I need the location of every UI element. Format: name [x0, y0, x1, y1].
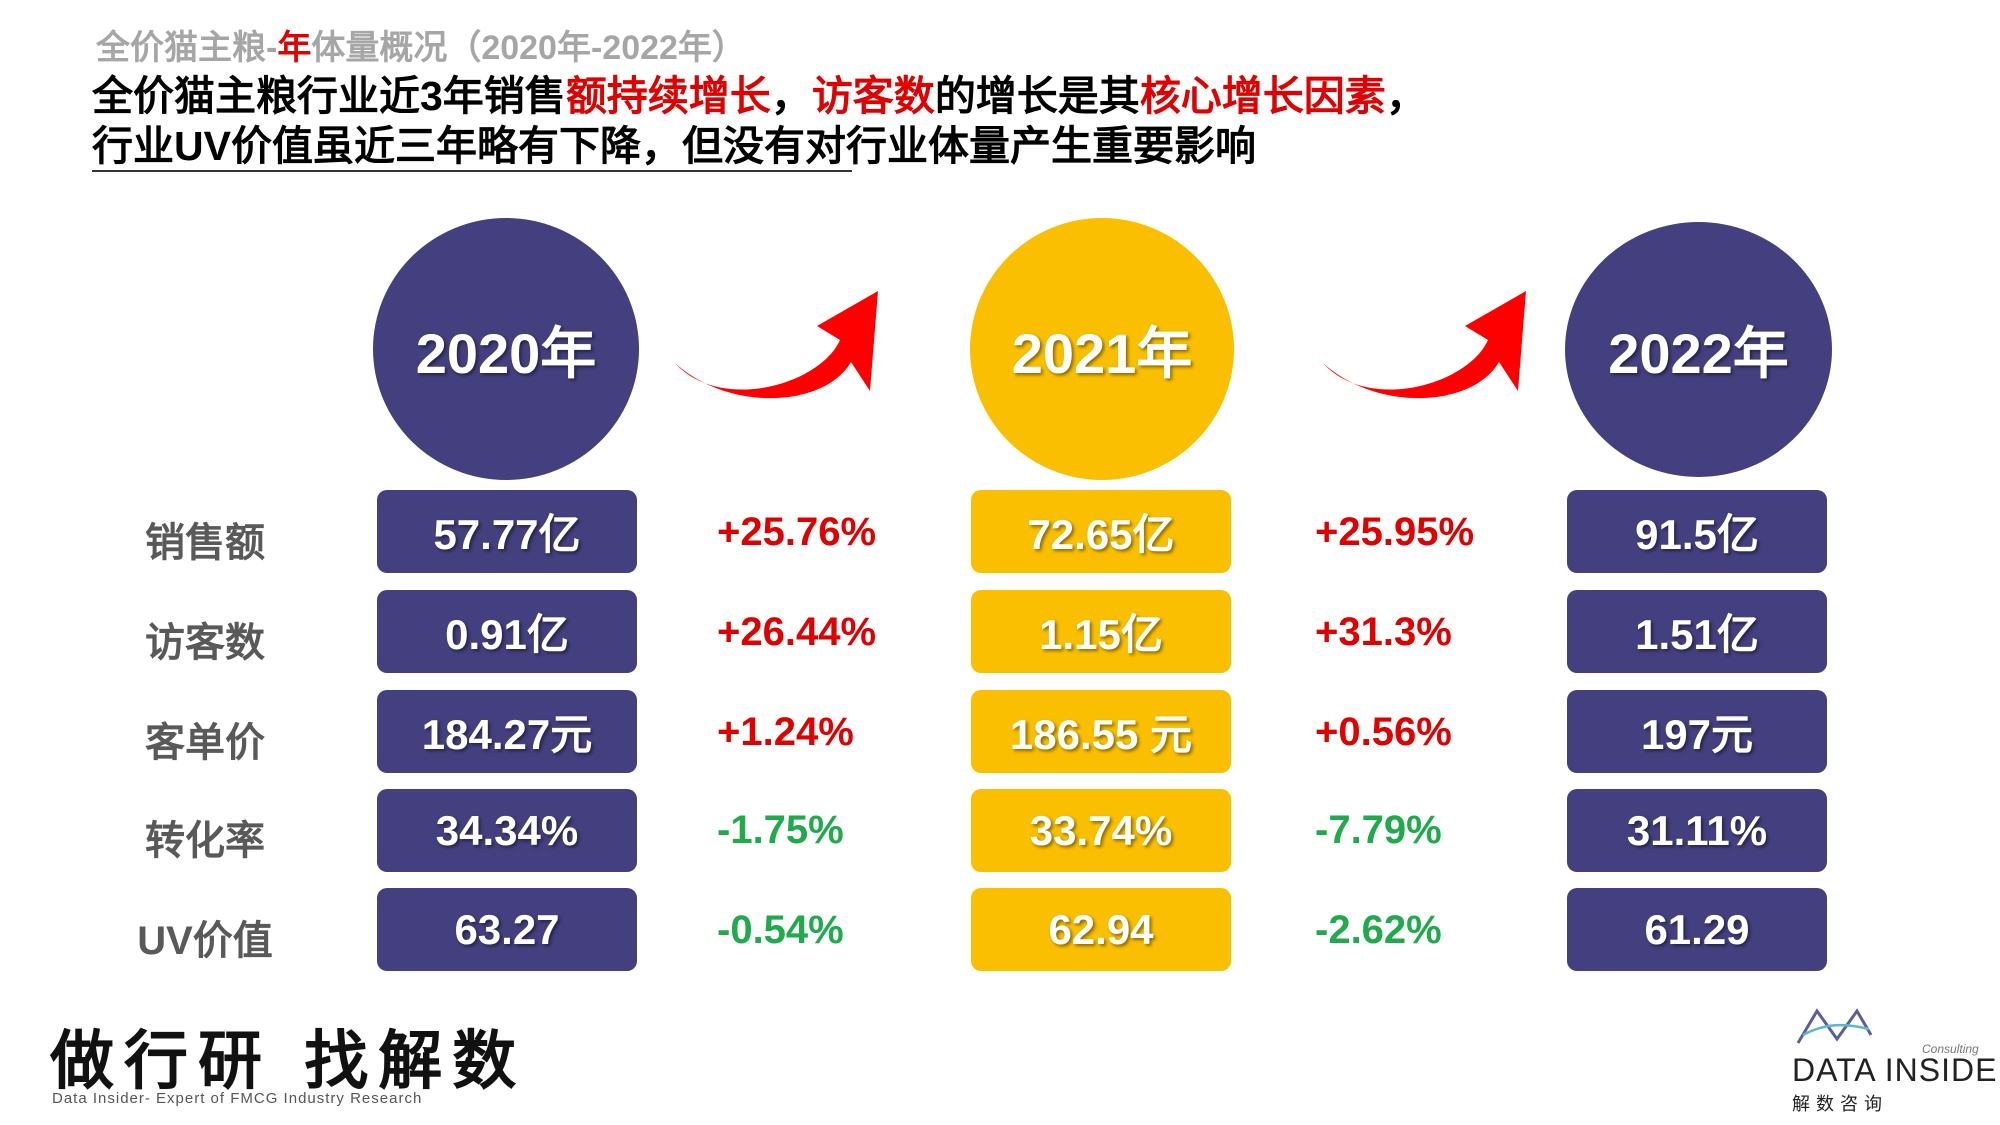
- logo-consulting-text: Consulting: [1922, 1042, 1979, 1056]
- value-2021-conversion: 33.74%: [971, 789, 1231, 872]
- value-2020-conversion: 34.34%: [377, 789, 637, 872]
- value-2020-uv-value: 63.27: [377, 888, 637, 971]
- value-2021-visitors: 1.15亿: [971, 590, 1231, 673]
- value-2021-uv-value: 62.94: [971, 888, 1231, 971]
- logo-name: DATA INSIDER: [1792, 1052, 2000, 1088]
- change-2021-sales: +25.76%: [717, 510, 877, 554]
- change-2021-avg-order: +1.24%: [717, 710, 854, 754]
- change-2022-visitors: +31.3%: [1315, 610, 1452, 654]
- metric-label-conversion: 转化率: [145, 819, 265, 863]
- growth-arrow-icon: [1323, 291, 1526, 399]
- change-2021-conversion: -1.75%: [717, 808, 844, 852]
- year-circle-2020: 2020年: [373, 218, 639, 480]
- brand-tagline: Data Insider- Expert of FMCG Industry Re…: [52, 1090, 423, 1107]
- growth-arrow-icon: [675, 291, 878, 399]
- value-2020-sales: 57.77亿: [377, 490, 637, 573]
- value-2022-sales: 91.5亿: [1567, 490, 1827, 573]
- metric-label-avg-order: 客单价: [145, 721, 265, 765]
- change-2021-visitors: +26.44%: [717, 610, 877, 654]
- value-2022-visitors: 1.51亿: [1567, 590, 1827, 673]
- value-2021-avg-order: 186.55 元: [971, 690, 1231, 773]
- change-2021-uv-value: -0.54%: [717, 908, 844, 952]
- change-2022-conversion: -7.79%: [1315, 808, 1442, 852]
- logo-cn-name: 解数咨询: [1792, 1094, 1888, 1114]
- year-circle-2022: 2022年: [1565, 222, 1832, 477]
- data-insider-logo-icon: [1796, 1008, 1873, 1044]
- value-2022-uv-value: 61.29: [1567, 888, 1827, 971]
- metric-label-visitors: 访客数: [145, 621, 265, 665]
- metric-label-sales: 销售额: [145, 521, 265, 565]
- value-2022-avg-order: 197元: [1567, 690, 1827, 773]
- headline-line-2: 行业UV价值虽近三年略有下降，但没有对行业体量产生重要影响: [92, 123, 1256, 169]
- change-2022-avg-order: +0.56%: [1315, 710, 1452, 754]
- value-2021-sales: 72.65亿: [971, 490, 1231, 573]
- year-circle-2021: 2021年: [970, 218, 1234, 480]
- change-2022-sales: +25.95%: [1315, 510, 1475, 554]
- change-2022-uv-value: -2.62%: [1315, 908, 1442, 952]
- brand-slogan: 做行研 找解数: [50, 1024, 527, 1099]
- metric-label-uv-value: UV价值: [137, 919, 273, 963]
- value-2022-conversion: 31.11%: [1567, 789, 1827, 872]
- value-2020-avg-order: 184.27元: [377, 690, 637, 773]
- headline-line-1: 全价猫主粮行业近3年销售额持续增长，访客数的增长是其核心增长因素，: [92, 73, 1427, 119]
- header-divider: [92, 170, 852, 172]
- page-subtitle: 全价猫主粮-年体量概况（2020年-2022年）: [96, 29, 746, 67]
- value-2020-visitors: 0.91亿: [377, 590, 637, 673]
